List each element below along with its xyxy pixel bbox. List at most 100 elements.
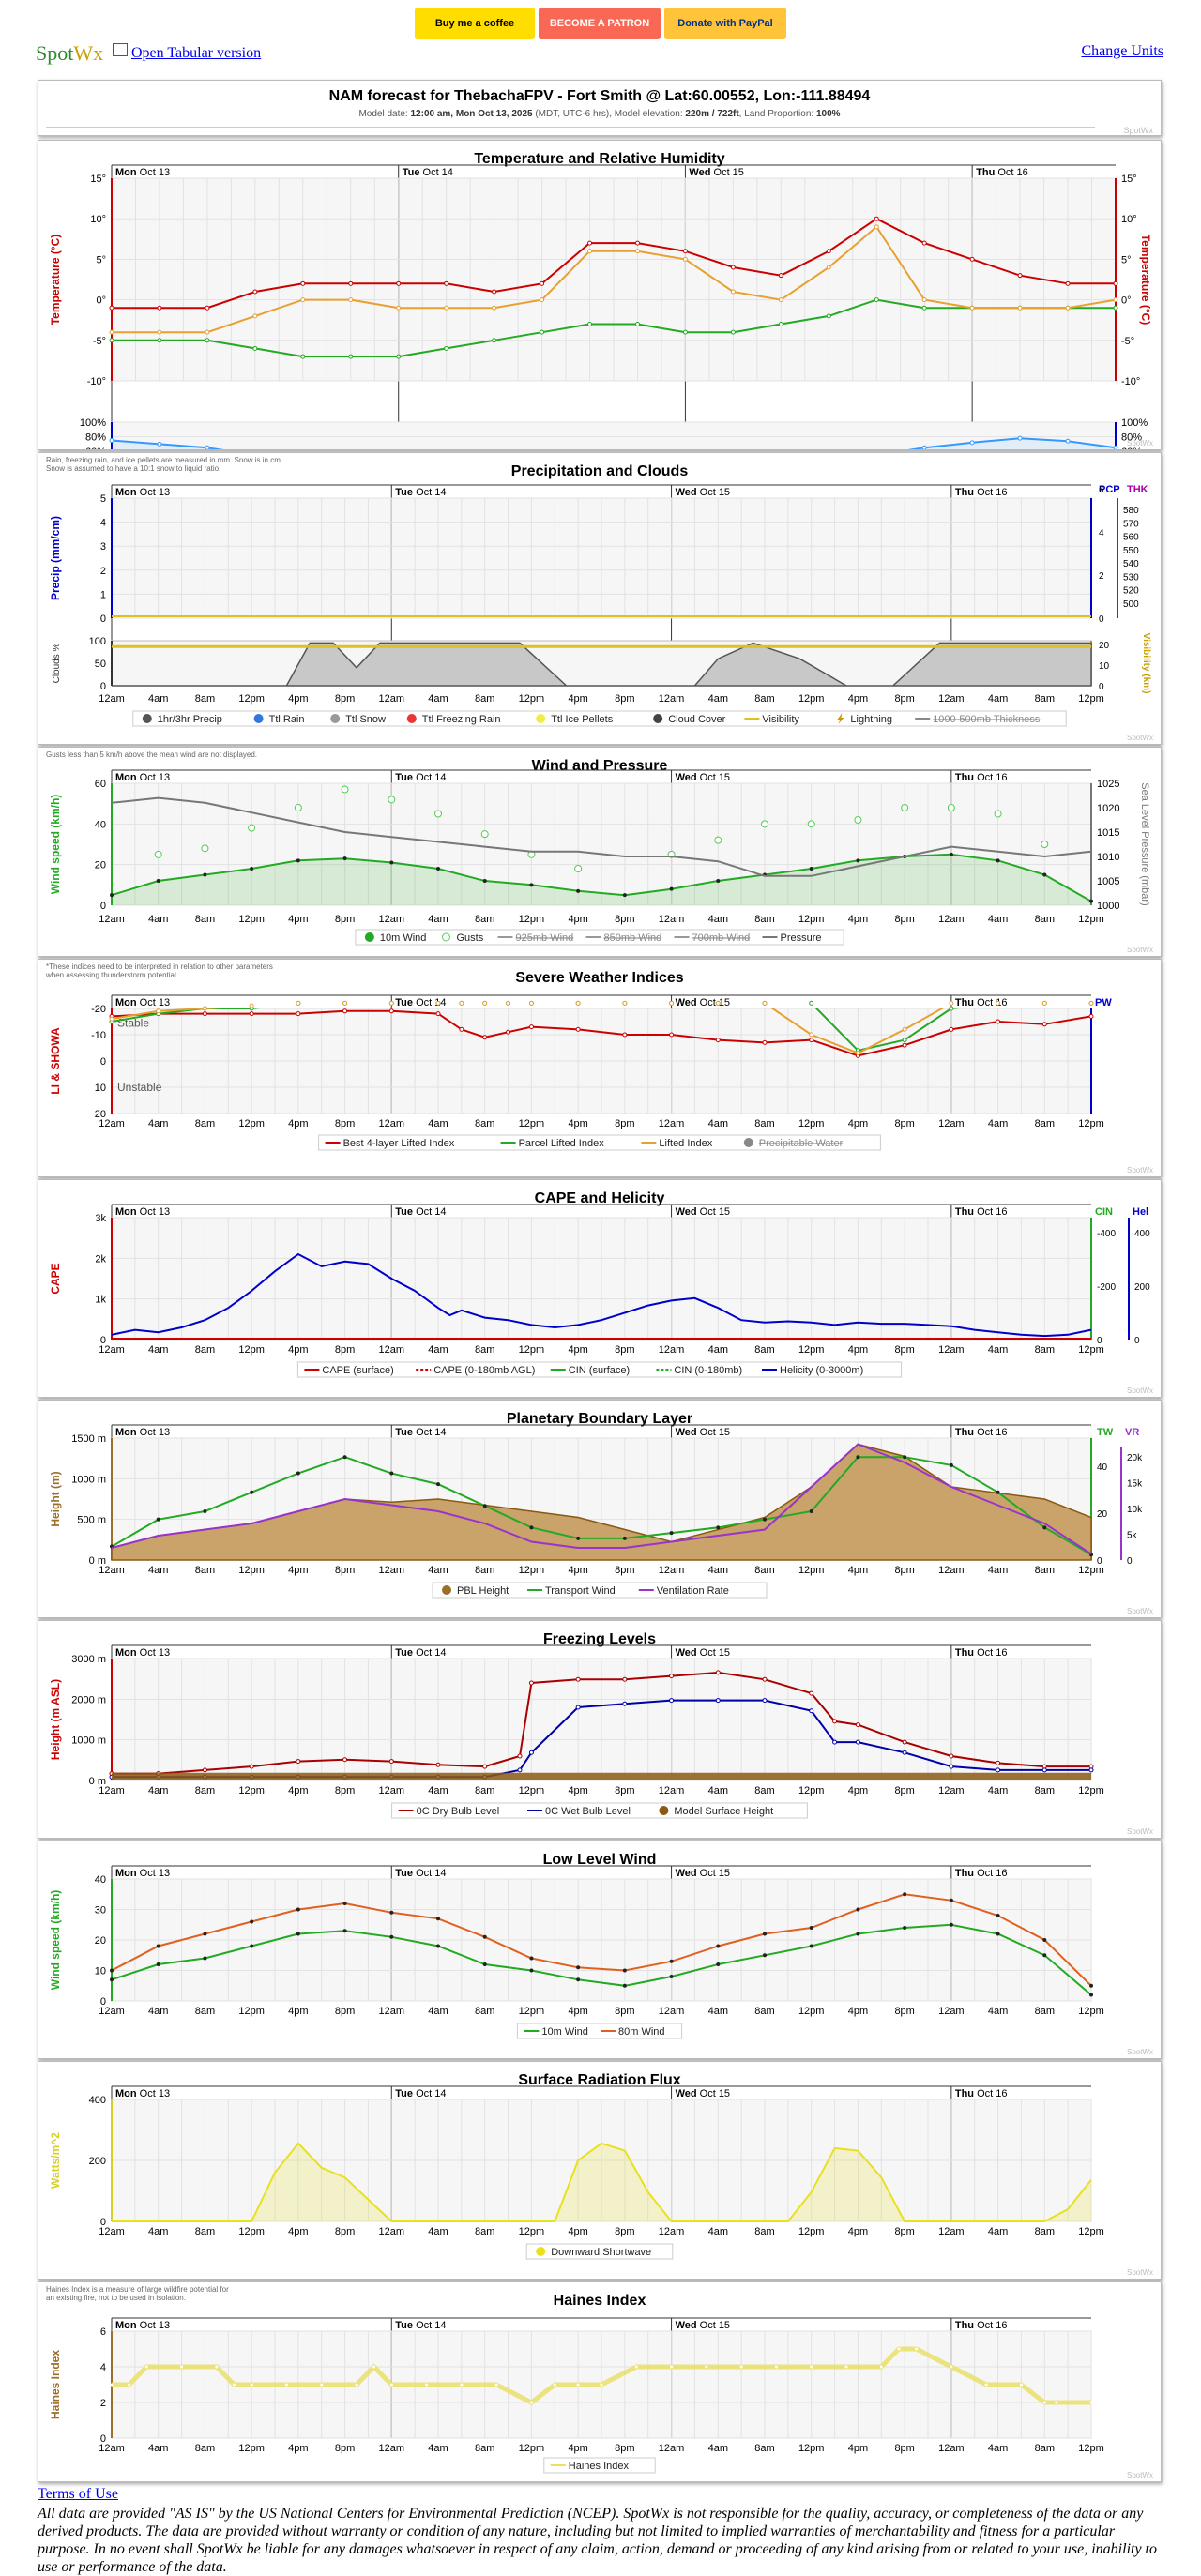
legend-marker xyxy=(653,714,663,723)
series-line-transport-wind xyxy=(111,1456,1092,1556)
y-tick-label: -5° xyxy=(93,336,106,347)
data-point xyxy=(296,1759,301,1765)
y-tick-label: 60 xyxy=(95,779,106,790)
data-point xyxy=(202,1767,207,1773)
data-point xyxy=(528,1024,534,1030)
wind-barb xyxy=(1042,1953,1047,1958)
buy-me-a-coffee-button[interactable]: Buy me a coffee xyxy=(415,8,535,39)
data-point xyxy=(529,2401,533,2404)
day-label: Tue Oct 14 xyxy=(395,1427,446,1438)
cin-tick: -400 xyxy=(1097,1229,1116,1239)
wind-barb xyxy=(622,1536,627,1540)
data-point xyxy=(984,2383,988,2387)
x-tick-label: 12am xyxy=(379,1565,405,1576)
data-point xyxy=(492,305,497,311)
thk-label: THK xyxy=(1127,484,1148,495)
x-tick-label: 8am xyxy=(1035,1344,1055,1356)
data-point xyxy=(517,1767,523,1773)
y2-tick-label: 80% xyxy=(1121,432,1142,444)
day-label: Thu Oct 16 xyxy=(955,487,1008,498)
unstable-label: Unstable xyxy=(117,1081,162,1094)
thk-tick: 530 xyxy=(1123,572,1139,583)
legend-label: 1hr/3hr Precip xyxy=(158,714,222,725)
temp-chart: Temperature and Relative Humidity SpotWx M… xyxy=(49,151,1153,449)
data-point xyxy=(296,1000,301,1006)
data-point xyxy=(528,1680,534,1686)
data-point xyxy=(634,240,640,246)
x-tick-label: 8am xyxy=(1035,2226,1055,2237)
wind-barb xyxy=(949,852,953,856)
change-units-link[interactable]: Change Units xyxy=(1081,43,1163,59)
hel-tick: 200 xyxy=(1134,1282,1150,1293)
data-point xyxy=(622,1676,628,1682)
legend-marker xyxy=(659,1806,669,1815)
data-point xyxy=(730,265,736,270)
gust-point xyxy=(807,820,815,828)
data-point xyxy=(576,2383,580,2387)
pcp-tick: 0 xyxy=(1099,614,1104,625)
data-point xyxy=(1017,435,1023,441)
data-point xyxy=(855,1739,860,1745)
x-tick-label: 8pm xyxy=(615,1118,634,1129)
data-point xyxy=(444,280,449,286)
x-tick-label: 12pm xyxy=(519,1344,545,1356)
forecast-title: NAM forecast for ThebachaFPV - Fort Smit… xyxy=(328,88,871,104)
wind-barb xyxy=(482,1934,487,1939)
become-a-patron-button[interactable]: BECOME A PATRON xyxy=(539,8,661,39)
table-icon[interactable] xyxy=(113,43,128,56)
data-point xyxy=(296,1011,301,1017)
data-point xyxy=(762,1698,768,1704)
meta-panel: NAM forecast for ThebachaFPV - Fort Smit… xyxy=(38,80,1162,136)
vis-tick: 20 xyxy=(1099,641,1110,651)
pcp-label: PCP xyxy=(1099,484,1120,495)
x-tick-label: 4am xyxy=(428,2006,448,2017)
credit: SpotWx xyxy=(1127,1827,1153,1836)
vis-tick: 0 xyxy=(1099,682,1104,692)
chart-note: Rain, freezing rain, and ice pellets are… xyxy=(46,456,282,464)
spotwx-logo[interactable]: SpotWx xyxy=(36,41,103,66)
series-line-rh xyxy=(111,437,1117,449)
x-tick-label: 4pm xyxy=(288,2006,308,2017)
data-point xyxy=(762,1000,768,1006)
paypal-donate-button[interactable]: Donate with PayPal xyxy=(664,8,786,39)
data-point xyxy=(482,1764,488,1769)
wind-barb xyxy=(996,858,1000,863)
y2-tick-label: -5° xyxy=(1121,336,1134,347)
x-tick-label: 4pm xyxy=(848,914,868,925)
wind-barb xyxy=(389,1471,394,1476)
data-point xyxy=(902,1739,907,1745)
x-tick-label: 8pm xyxy=(615,1565,634,1576)
x-tick-label: 4pm xyxy=(848,1118,868,1129)
tw-tick: 40 xyxy=(1097,1462,1108,1473)
terms-of-use-link[interactable]: Terms of Use xyxy=(38,2486,118,2502)
tabular-version-link[interactable]: Open Tabular version xyxy=(131,45,262,61)
data-point xyxy=(157,441,162,447)
data-point xyxy=(300,280,306,286)
gust-point xyxy=(388,796,396,804)
pbl-chart: Planetary Boundary Layer SpotWx Mon Oct 13… xyxy=(49,1411,1153,1615)
x-tick-label: 4am xyxy=(428,1785,448,1796)
legend-label: Helicity (0-3000m) xyxy=(780,1365,863,1376)
cape-chart: CAPE and Helicity SpotWx Mon Oct 13 Tue Oct… xyxy=(49,1190,1153,1395)
x-tick-label: 12am xyxy=(379,1118,405,1129)
x-tick-label: 12am xyxy=(99,693,125,705)
wind-barb xyxy=(669,1959,674,1963)
chart-title: Haines Index xyxy=(554,2293,646,2309)
credit: SpotWx xyxy=(1127,2048,1153,2056)
wind-barb xyxy=(250,867,254,871)
data-point xyxy=(915,2347,919,2351)
thk-tick: 560 xyxy=(1123,533,1139,543)
y-tick-label: 0 m xyxy=(89,1776,106,1787)
x-tick-label: 12pm xyxy=(798,1118,825,1129)
wind-barb xyxy=(436,1482,440,1487)
data-point xyxy=(110,2383,114,2387)
y-tick-label: 20 xyxy=(95,1109,106,1120)
x-tick-label: 12am xyxy=(938,693,965,705)
gust-point xyxy=(574,865,583,872)
day-label: Mon Oct 13 xyxy=(115,1868,170,1879)
legend-label: Haines Index xyxy=(569,2461,630,2472)
wind-barb xyxy=(203,1932,207,1936)
data-point xyxy=(540,297,545,303)
x-tick-label: 4am xyxy=(988,1344,1008,1356)
data-point xyxy=(300,354,306,359)
